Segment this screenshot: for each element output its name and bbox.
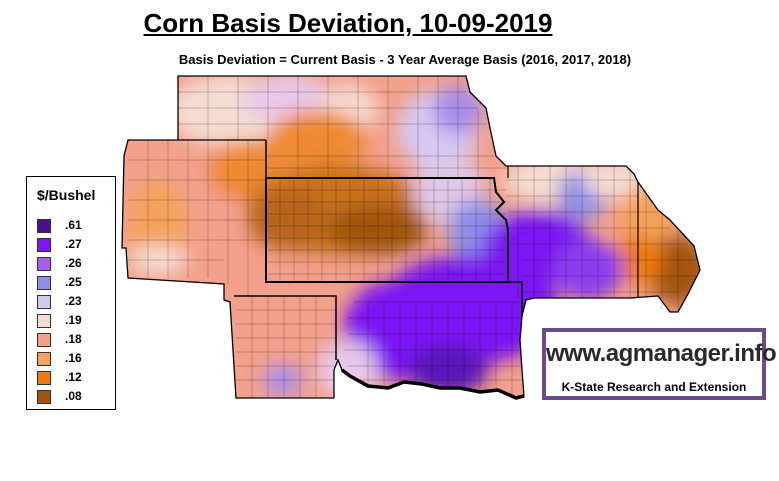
legend-label: .12	[65, 370, 82, 384]
legend-item: .61	[37, 218, 112, 233]
state-boundaries	[121, 75, 701, 400]
legend-label: .19	[65, 313, 82, 327]
map-subtitle: Basis Deviation = Current Basis - 3 Year…	[178, 52, 632, 67]
legend-label: .25	[65, 275, 82, 289]
legend-label: .18	[65, 332, 82, 346]
legend-item: .12	[37, 370, 112, 385]
legend-swatch	[37, 371, 51, 385]
legend-label: .08	[65, 389, 82, 403]
legend-swatch	[37, 295, 51, 309]
legend-label: .16	[65, 351, 82, 365]
legend-item: .16	[37, 351, 112, 366]
legend-item: .19	[37, 313, 112, 328]
legend-item: .27	[37, 237, 112, 252]
legend-swatch	[37, 276, 51, 290]
legend-swatch	[37, 238, 51, 252]
legend-label: .61	[65, 218, 82, 232]
legend-swatch	[37, 314, 51, 328]
legend-item: .18	[37, 332, 112, 347]
legend-label: .23	[65, 294, 82, 308]
legend: $/Bushel .61 .27 .26 .25 .23 .19 .18 .16…	[26, 176, 116, 410]
legend-item: .26	[37, 256, 112, 271]
map-title: Corn Basis Deviation, 10-09-2019	[143, 8, 553, 38]
legend-title: $/Bushel	[37, 187, 96, 203]
county-lines	[128, 76, 696, 398]
logo-url: www.agmanager.info	[546, 340, 777, 367]
legend-swatch	[37, 257, 51, 271]
legend-swatch	[37, 352, 51, 366]
legend-item: .23	[37, 294, 112, 309]
legend-swatch	[37, 333, 51, 347]
legend-swatch	[37, 219, 51, 233]
legend-item: .25	[37, 275, 112, 290]
legend-label: .26	[65, 256, 82, 270]
legend-item: .08	[37, 389, 112, 404]
legend-swatch	[37, 390, 51, 404]
legend-label: .27	[65, 237, 82, 251]
basis-deviation-map	[121, 75, 701, 400]
logo-org: K-State Research and Extension	[561, 380, 747, 394]
agmanager-logo: www.agmanager.info K-State Research and …	[542, 328, 777, 400]
